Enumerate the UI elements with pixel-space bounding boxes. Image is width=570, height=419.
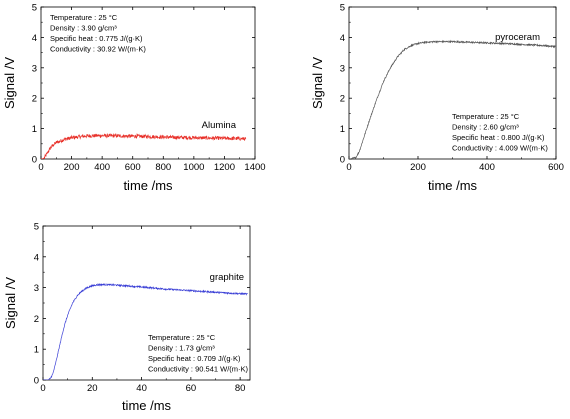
x-tick-label: 200: [64, 162, 80, 173]
info-line: Temperature : 25 °C: [50, 13, 118, 22]
y-tick-label: 0: [32, 155, 37, 166]
x-tick-label: 20: [87, 383, 98, 394]
x-tick-label: 1200: [214, 162, 235, 173]
info-line: Conductivity : 4.009 W/(m·K): [452, 144, 548, 153]
x-tick-label: 0: [40, 383, 45, 394]
series-label: Alumina: [202, 120, 237, 131]
series-line-alumina: [41, 132, 247, 159]
y-tick-label: 4: [32, 33, 37, 44]
x-axis-title: time /ms: [122, 398, 172, 413]
info-line: Temperature : 25 °C: [148, 333, 216, 342]
y-tick-label: 0: [340, 155, 345, 166]
x-tick-label: 400: [479, 162, 495, 173]
x-axis-title: time /ms: [123, 178, 173, 193]
y-tick-label: 2: [32, 94, 37, 105]
x-tick-label: 600: [548, 162, 564, 173]
chart-panel-pyroceram: 0 1 2 3 4 5 0 200 400 600 time /ms Signal /V pyrocer…: [310, 3, 564, 194]
x-tick-label: 40: [136, 383, 147, 394]
x-tick-label: 200: [410, 162, 426, 173]
y-axis-title: Signal /V: [3, 277, 18, 329]
y-tick-label: 5: [32, 3, 37, 14]
y-tick-label: 3: [32, 63, 37, 74]
y-tick-label: 5: [34, 222, 39, 233]
y-tick-label: 5: [340, 3, 345, 14]
y-tick-label: 4: [340, 33, 345, 44]
x-tick-label: 80: [235, 383, 246, 394]
series-label: pyroceram: [495, 32, 540, 43]
chart-panel-graphite: 0 1 2 3 4 5 0 20 40 60 80 time /ms Signal /V graphite…: [3, 222, 251, 413]
series-line-pyroceram: [349, 39, 556, 159]
x-tick-label: 800: [155, 162, 171, 173]
y-tick-label: 2: [34, 314, 39, 325]
y-tick-label: 3: [34, 283, 39, 294]
info-line: Specific heat : 0.775 J/(g·K): [50, 34, 143, 43]
x-tick-label: 400: [94, 162, 110, 173]
chart-panel-alumina: 0 1 2 3 4 5 0 200 400 600 800 1000 1200 1400 time /ms S…: [2, 3, 266, 194]
info-line: Temperature : 25 °C: [452, 112, 520, 121]
y-tick-label: 1: [34, 345, 39, 356]
y-tick-label: 4: [34, 252, 39, 263]
x-tick-label: 0: [346, 162, 351, 173]
y-tick-label: 0: [34, 376, 39, 387]
series-line-graphite: [43, 282, 248, 380]
y-tick-label: 2: [340, 94, 345, 105]
info-line: Density : 2.60 g/cm³: [452, 123, 519, 132]
x-tick-label: 1400: [244, 162, 265, 173]
y-axis-title: Signal /V: [2, 57, 17, 109]
info-line: Conductivity : 90.541 W/(m·K): [148, 365, 249, 374]
info-line: Density : 1.73 g/cm³: [148, 344, 215, 353]
x-tick-label: 1000: [183, 162, 204, 173]
series-label: graphite: [210, 272, 244, 283]
y-axis-title: Signal /V: [310, 57, 325, 109]
x-tick-label: 0: [38, 162, 43, 173]
x-tick-label: 600: [125, 162, 141, 173]
info-line: Specific heat : 0.800 J/(g·K): [452, 133, 545, 142]
x-tick-label: 60: [186, 383, 197, 394]
y-tick-label: 1: [340, 124, 345, 135]
info-line: Specific heat : 0.709 J/(g·K): [148, 354, 241, 363]
info-line: Conductivity : 30.92 W/(m·K): [50, 45, 146, 54]
y-tick-label: 3: [340, 63, 345, 74]
info-line: Density : 3.90 g/cm³: [50, 24, 117, 33]
x-axis-title: time /ms: [428, 178, 478, 193]
y-tick-label: 1: [32, 124, 37, 135]
